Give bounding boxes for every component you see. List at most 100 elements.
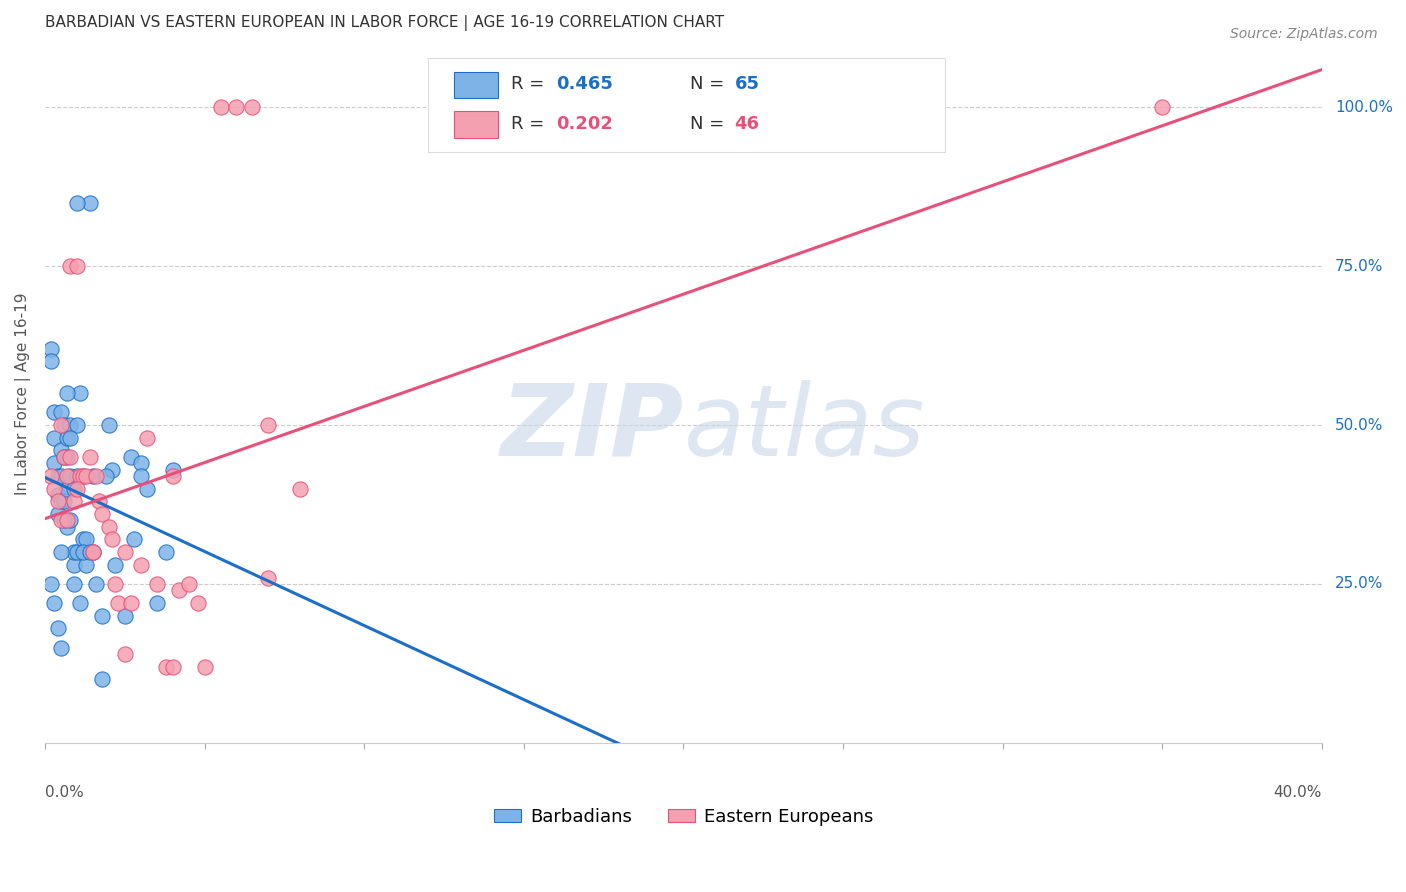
Point <box>46 494 69 508</box>
Text: N =: N = <box>690 115 730 133</box>
Point <box>193 659 215 673</box>
Text: N =: N = <box>690 75 730 94</box>
Point <box>120 450 142 464</box>
Text: BARBADIAN VS EASTERN EUROPEAN IN LABOR FORCE | AGE 16-19 CORRELATION CHART: BARBADIAN VS EASTERN EUROPEAN IN LABOR F… <box>45 15 724 31</box>
Point <box>39 342 62 356</box>
Point <box>1152 100 1174 114</box>
Point <box>49 443 72 458</box>
Point <box>53 450 76 464</box>
Point <box>187 596 209 610</box>
Point <box>91 608 114 623</box>
Point <box>49 640 72 655</box>
Point <box>69 596 91 610</box>
Point <box>145 577 167 591</box>
FancyBboxPatch shape <box>454 71 498 98</box>
Text: 40.0%: 40.0% <box>1274 785 1322 800</box>
Point <box>59 450 82 464</box>
Legend: Barbadians, Eastern Europeans: Barbadians, Eastern Europeans <box>486 801 880 833</box>
Point <box>56 450 79 464</box>
Text: ZIP: ZIP <box>501 380 683 476</box>
Point <box>89 494 111 508</box>
Point <box>66 482 89 496</box>
Point <box>39 577 62 591</box>
Point <box>145 596 167 610</box>
Point <box>72 533 94 547</box>
Point <box>124 533 146 547</box>
Point <box>59 469 82 483</box>
Text: R =: R = <box>510 115 550 133</box>
Point <box>120 596 142 610</box>
Point <box>56 513 79 527</box>
Point <box>46 488 69 502</box>
Point <box>136 431 159 445</box>
Point <box>56 469 79 483</box>
Point <box>62 558 84 572</box>
Point <box>114 647 136 661</box>
Point <box>91 673 114 687</box>
Point <box>69 386 91 401</box>
Point <box>167 583 190 598</box>
Point <box>59 418 82 433</box>
Point <box>75 469 97 483</box>
Text: 0.202: 0.202 <box>555 115 613 133</box>
Point <box>53 513 76 527</box>
Point <box>49 469 72 483</box>
Point <box>49 405 72 419</box>
Point <box>82 469 104 483</box>
Point <box>155 545 177 559</box>
Point <box>72 469 94 483</box>
Text: atlas: atlas <box>683 380 925 476</box>
Point <box>225 100 247 114</box>
Point <box>46 469 69 483</box>
Point <box>75 533 97 547</box>
Point <box>94 469 117 483</box>
Point <box>56 482 79 496</box>
Point <box>257 418 280 433</box>
FancyBboxPatch shape <box>454 112 498 138</box>
Point <box>39 354 62 368</box>
Point <box>79 450 101 464</box>
Point <box>97 520 120 534</box>
Point <box>129 456 152 470</box>
Point <box>59 431 82 445</box>
Point <box>49 418 72 433</box>
Point <box>53 418 76 433</box>
Point <box>49 513 72 527</box>
Point <box>162 469 184 483</box>
Point <box>66 545 89 559</box>
Point <box>82 545 104 559</box>
Point <box>129 558 152 572</box>
Point <box>84 469 107 483</box>
Point <box>290 482 312 496</box>
Point <box>62 482 84 496</box>
Point <box>155 659 177 673</box>
Point <box>104 558 127 572</box>
Point <box>79 195 101 210</box>
Point <box>66 418 89 433</box>
Text: 0.0%: 0.0% <box>45 785 83 800</box>
Point <box>104 577 127 591</box>
Point <box>56 520 79 534</box>
Text: 65: 65 <box>734 75 759 94</box>
Text: 46: 46 <box>734 115 759 133</box>
FancyBboxPatch shape <box>427 58 945 152</box>
Point <box>49 545 72 559</box>
Point <box>44 482 66 496</box>
Point <box>107 596 129 610</box>
Point <box>79 545 101 559</box>
Point <box>75 558 97 572</box>
Point <box>101 533 124 547</box>
Point <box>72 545 94 559</box>
Point <box>66 195 89 210</box>
Text: 100.0%: 100.0% <box>1334 100 1393 115</box>
Point <box>56 431 79 445</box>
Point <box>62 577 84 591</box>
Text: 25.0%: 25.0% <box>1334 576 1384 591</box>
Point <box>44 431 66 445</box>
Point <box>62 494 84 508</box>
Point <box>39 469 62 483</box>
Point <box>101 462 124 476</box>
Point <box>209 100 232 114</box>
Point <box>72 469 94 483</box>
Text: 75.0%: 75.0% <box>1334 259 1384 274</box>
